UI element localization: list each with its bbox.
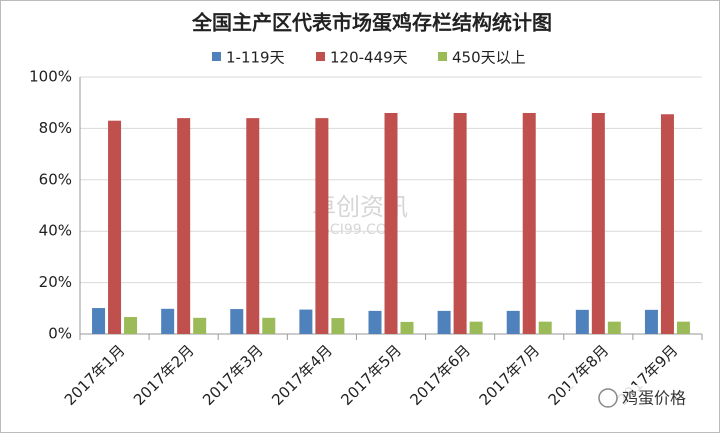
- bar: [177, 118, 191, 335]
- bar: [315, 118, 329, 335]
- bar: [469, 321, 483, 334]
- bar: [92, 308, 106, 334]
- y-tick-label: 20%: [39, 273, 72, 291]
- bar: [262, 317, 276, 334]
- badge-bg: [570, 385, 716, 413]
- legend-swatch: [212, 52, 221, 61]
- bar: [384, 112, 398, 334]
- bar: [660, 114, 674, 334]
- bar: [299, 309, 313, 334]
- chart-title: 全国主产区代表市场蛋鸡存栏结构统计图: [191, 11, 552, 35]
- bar: [246, 118, 260, 335]
- bar: [538, 321, 552, 334]
- bar: [368, 310, 382, 334]
- legend-label: 1-119天: [226, 49, 285, 67]
- bar: [607, 321, 621, 334]
- y-tick-label: 60%: [39, 170, 72, 188]
- legend-swatch: [316, 52, 325, 61]
- bar: [676, 321, 690, 334]
- legend-label: 450天以上: [452, 49, 526, 67]
- badge-icon: [598, 388, 618, 408]
- bar: [591, 112, 605, 334]
- y-tick-label: 40%: [39, 222, 72, 240]
- bar: [230, 309, 244, 334]
- bar: [644, 309, 658, 334]
- bar: [506, 310, 520, 334]
- y-tick-label: 80%: [39, 119, 72, 137]
- bar: [193, 317, 207, 334]
- y-tick-label: 100%: [29, 68, 72, 86]
- y-tick-label: 0%: [48, 325, 72, 343]
- legend-label: 120-449天: [330, 49, 408, 67]
- bar: [161, 308, 175, 334]
- bar: [522, 112, 536, 334]
- bar: [331, 318, 345, 334]
- bar: [108, 120, 122, 334]
- bar: [124, 317, 138, 334]
- badge-text: 鸡蛋价格: [622, 389, 686, 408]
- bar: [437, 310, 451, 334]
- bar: [400, 321, 414, 334]
- bar: [453, 112, 467, 334]
- legend-swatch: [438, 52, 447, 61]
- watermark: SCI99.COM: [321, 222, 399, 238]
- bar: [575, 309, 589, 334]
